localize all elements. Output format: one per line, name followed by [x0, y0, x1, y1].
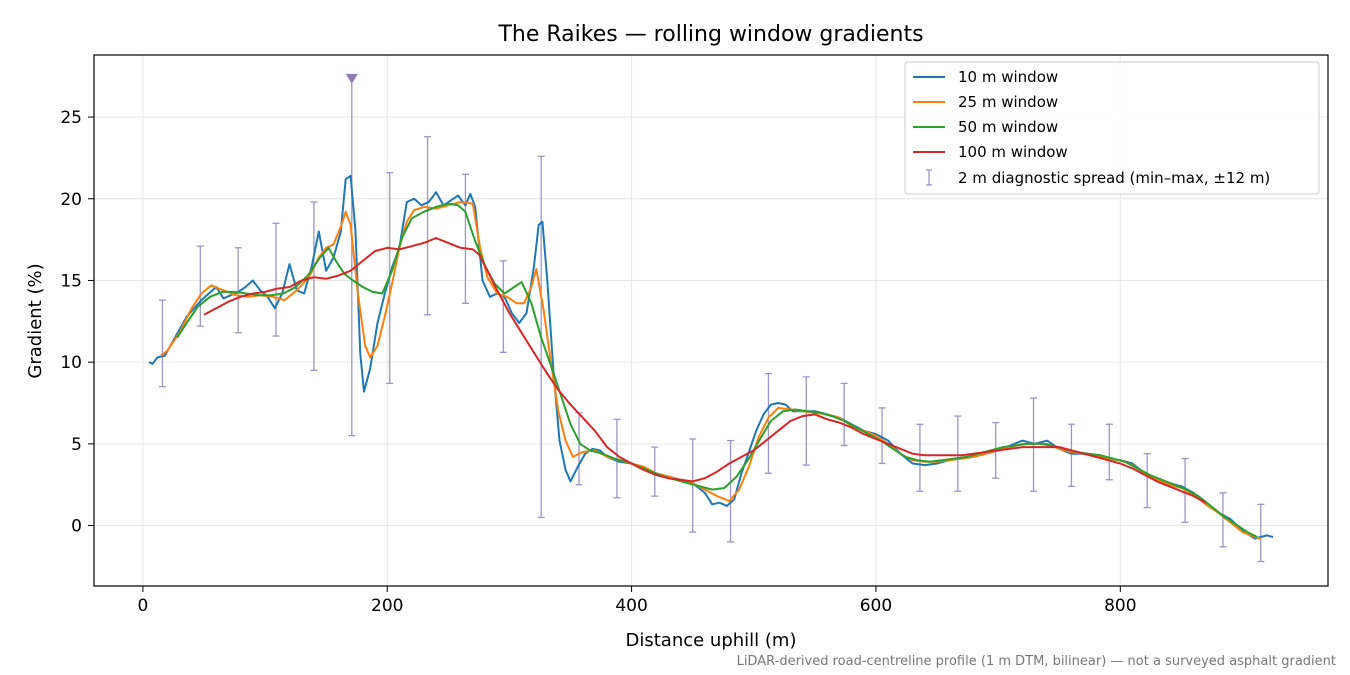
- x-tick-label-4: 800: [1104, 596, 1136, 616]
- x-tick-label-1: 200: [371, 596, 403, 616]
- clipped-marker-icon: [345, 73, 358, 84]
- error-bar-7: [424, 136, 432, 316]
- series-lines: [148, 174, 1274, 540]
- error-bar-1: [196, 245, 204, 327]
- legend-label-100m: 100 m window: [958, 143, 1068, 161]
- error-bar-17: [802, 376, 810, 466]
- legend-label-spread: 2 m diagnostic spread (min–max, ±12 m): [958, 169, 1270, 187]
- error-bar-9: [499, 260, 507, 354]
- series-line-3: [203, 237, 1207, 504]
- legend-label-25m: 25 m window: [958, 93, 1058, 111]
- legend-label-10m: 10 m window: [958, 68, 1058, 86]
- error-bar-15: [727, 439, 735, 543]
- y-tick-label-0: 0: [71, 517, 82, 537]
- error-bar-26: [1143, 453, 1151, 509]
- error-bar-18: [840, 382, 848, 447]
- error-bar-2: [234, 247, 242, 334]
- footnote: LiDAR-derived road-centreline profile (1…: [737, 654, 1336, 669]
- plot-frame: [93, 54, 1329, 587]
- error-bar-3: [272, 222, 280, 337]
- y-tick-label-3: 15: [60, 271, 82, 291]
- x-tick-label-0: 0: [137, 596, 148, 616]
- legend-box: [904, 61, 1320, 195]
- y-tick-label-5: 25: [60, 108, 82, 128]
- legend-label-50m: 50 m window: [958, 118, 1058, 136]
- y-axis-label: Gradient (%): [25, 263, 46, 378]
- error-bar-14: [689, 438, 697, 533]
- x-axis-label: Distance uphill (m): [626, 630, 797, 651]
- error-bar-25: [1105, 423, 1113, 481]
- error-bar-28: [1219, 492, 1227, 548]
- y-tick-label-4: 20: [60, 190, 82, 210]
- error-bar-29: [1257, 503, 1265, 563]
- series-line-0: [148, 174, 1274, 540]
- x-tick-label-2: 400: [615, 596, 647, 616]
- chart-title: The Raikes — rolling window gradients: [497, 22, 923, 47]
- axis-ticks: 0 200 400 600 800 0 5 10 15 20 25: [60, 108, 1136, 616]
- error-bar-0: [158, 299, 166, 388]
- error-bar-24: [1067, 423, 1075, 487]
- y-tick-label-1: 5: [71, 435, 82, 455]
- error-bar-4: [310, 201, 318, 371]
- legend-swatch-spread: [926, 169, 932, 186]
- error-bar-19: [878, 407, 886, 465]
- error-bar-20: [916, 423, 924, 492]
- legend: 10 m window 25 m window 50 m window 100 …: [904, 61, 1320, 195]
- x-tick-label-3: 600: [860, 596, 892, 616]
- y-tick-label-2: 10: [60, 353, 82, 373]
- error-bar-8: [461, 173, 469, 304]
- error-bar-21: [954, 415, 962, 492]
